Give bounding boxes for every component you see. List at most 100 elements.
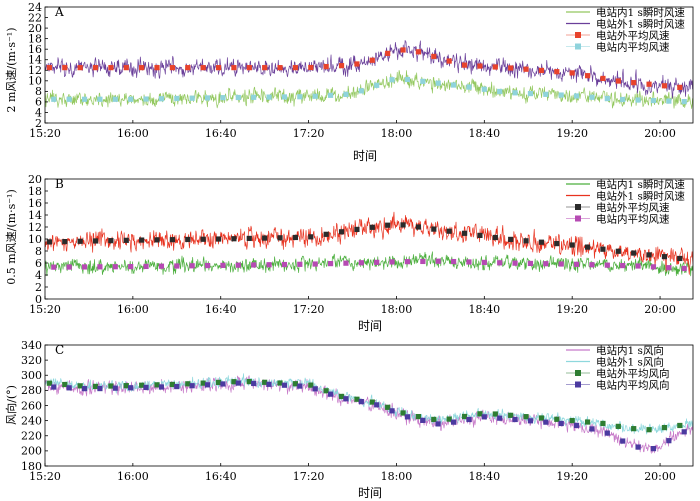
data-marker xyxy=(558,261,564,267)
data-marker xyxy=(77,383,83,389)
data-marker xyxy=(338,393,345,400)
y-tick-label: 12 xyxy=(28,221,42,234)
x-tick-label: 16:00 xyxy=(117,127,149,140)
x-tick-label: 16:40 xyxy=(205,303,237,316)
data-marker xyxy=(81,264,88,270)
data-marker xyxy=(312,93,318,99)
x-tick-label: 18:00 xyxy=(381,303,413,316)
data-marker xyxy=(374,402,380,408)
data-marker xyxy=(128,96,134,102)
data-marker xyxy=(266,94,272,100)
data-marker xyxy=(497,415,503,421)
y-tick-label: 24 xyxy=(28,1,42,14)
data-marker xyxy=(169,237,175,243)
data-marker xyxy=(569,242,575,248)
y-tick-label: 16 xyxy=(28,43,42,56)
series-markers-3 xyxy=(46,47,683,90)
data-marker xyxy=(584,73,591,79)
data-marker xyxy=(51,384,57,390)
data-marker xyxy=(312,261,318,267)
data-marker xyxy=(527,90,534,97)
series-line-1 xyxy=(45,251,693,277)
legend-label: 电站外平均风向 xyxy=(596,367,670,380)
data-marker xyxy=(450,82,457,88)
panel-a-x-axis-title: 时间 xyxy=(353,149,377,163)
series-line-2 xyxy=(45,39,693,99)
data-marker xyxy=(189,263,195,269)
data-marker xyxy=(123,65,129,71)
data-marker xyxy=(461,413,468,420)
panel-c-x-axis-title: 时间 xyxy=(358,486,382,500)
y-tick-label: 4 xyxy=(35,106,42,119)
data-marker xyxy=(631,426,637,432)
y-tick-label: 2 xyxy=(35,117,42,130)
data-marker xyxy=(220,95,226,101)
data-marker xyxy=(661,424,668,431)
data-marker xyxy=(508,236,514,242)
data-marker xyxy=(677,255,683,262)
data-marker xyxy=(112,96,118,102)
data-marker xyxy=(400,47,406,53)
y-tick-label: 18 xyxy=(28,32,42,45)
data-marker xyxy=(327,261,334,267)
x-tick-label: 17:20 xyxy=(293,127,325,140)
legend-label: 电站外平均风速 xyxy=(596,201,670,214)
data-marker xyxy=(46,239,52,245)
y-tick-label: 20 xyxy=(28,173,42,186)
y-tick-label: 16 xyxy=(28,197,42,210)
legend-label: 电站内平均风向 xyxy=(596,378,670,391)
data-marker xyxy=(589,426,595,432)
x-tick-label: 20:00 xyxy=(644,127,676,140)
data-marker xyxy=(204,262,211,269)
data-marker xyxy=(681,265,687,272)
data-marker xyxy=(538,415,545,421)
data-marker xyxy=(246,235,252,242)
data-marker xyxy=(389,77,395,83)
data-marker xyxy=(374,82,380,88)
data-marker xyxy=(251,94,257,100)
data-marker xyxy=(246,65,252,71)
legend-item-2: 电站外1 s瞬时风速 xyxy=(566,17,685,30)
y-tick-label: 0 xyxy=(35,293,42,306)
data-marker xyxy=(189,95,195,101)
data-marker xyxy=(374,259,380,265)
data-marker xyxy=(262,65,268,71)
data-marker xyxy=(400,222,406,228)
y-tick-label: 12 xyxy=(28,64,42,77)
data-marker xyxy=(215,379,222,386)
data-marker xyxy=(51,264,57,270)
legend-item-2: 电站外1 s瞬时风速 xyxy=(566,189,685,202)
data-marker xyxy=(527,260,534,267)
data-marker xyxy=(508,412,514,418)
data-marker xyxy=(312,386,318,392)
data-marker xyxy=(420,417,426,423)
data-marker xyxy=(554,241,560,247)
legend-item-2: 电站外1 s风向 xyxy=(566,355,664,368)
data-marker xyxy=(174,383,180,390)
x-tick-label: 17:20 xyxy=(293,470,325,483)
data-marker xyxy=(604,95,610,102)
data-marker xyxy=(543,261,549,267)
data-marker xyxy=(631,250,637,256)
x-tick-label: 18:00 xyxy=(381,470,413,483)
data-marker xyxy=(77,65,83,71)
data-marker xyxy=(420,258,426,265)
data-marker xyxy=(461,230,468,236)
data-marker xyxy=(446,416,452,422)
data-marker xyxy=(615,423,621,429)
data-marker xyxy=(600,75,606,82)
data-marker xyxy=(231,379,237,385)
y-tick-label: 18 xyxy=(28,185,42,198)
data-marker xyxy=(66,264,72,270)
data-marker xyxy=(77,238,83,244)
data-marker xyxy=(185,65,191,71)
legend-label: 电站外1 s风向 xyxy=(596,355,664,368)
y-tick-label: 220 xyxy=(21,430,42,443)
data-marker xyxy=(481,414,487,420)
x-tick-label: 16:00 xyxy=(117,470,149,483)
data-marker xyxy=(369,399,375,405)
data-marker xyxy=(108,383,114,389)
